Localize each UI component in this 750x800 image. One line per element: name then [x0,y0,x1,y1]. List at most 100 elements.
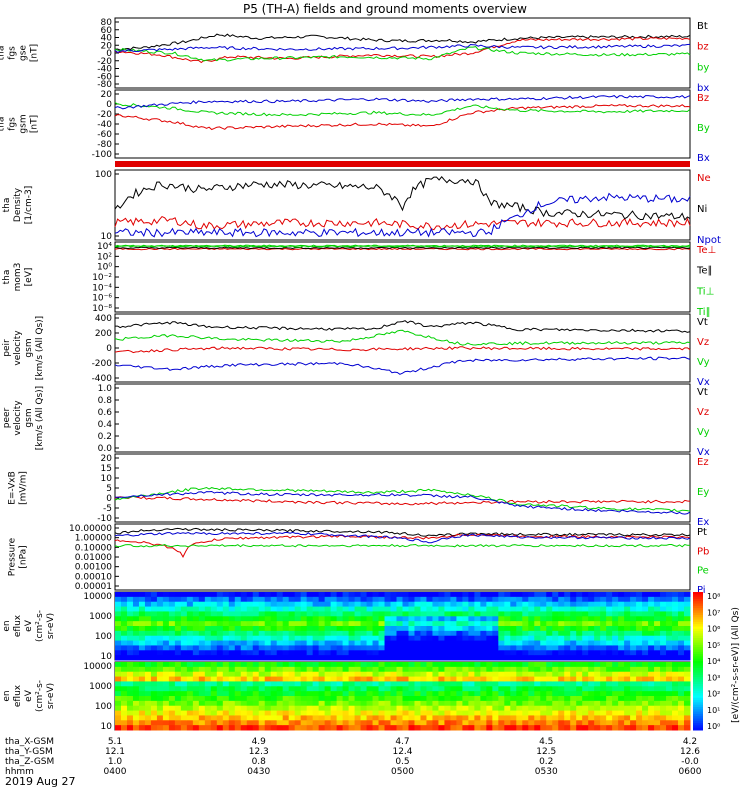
heatmap-cell [408,611,415,617]
heatmap-cell [228,686,236,692]
heatmap-cell [132,630,140,637]
legend-entry: by [697,62,709,73]
heatmap-cell [294,666,302,673]
heatmap-cell [432,686,439,692]
heatmap-cell [156,691,164,697]
heatmap-cell [132,705,140,712]
heatmap-cell [642,601,649,608]
heatmap-cell [324,645,332,651]
colorbar-tick-label: 10⁶ [707,625,720,634]
heatmap-cell [276,592,284,598]
heatmap-cell [456,645,463,651]
heatmap-cell [474,666,481,673]
heatmap-cell [582,640,589,646]
heatmap-cell [678,700,685,707]
colorbar-cell [693,709,703,713]
heatmap-cell [474,592,481,598]
heatmap-cell [624,640,631,646]
heatmap-cell [444,725,451,731]
heatmap-cell [438,616,445,622]
heatmap-cell [234,681,242,687]
heatmap-cell [144,720,152,726]
heatmap-cell [216,666,224,673]
heatmap-cell [480,592,487,598]
panel-8: Pressure [nPa]10.000001.000000.100000.010… [8,523,691,592]
heatmap-cell [408,640,415,646]
heatmap-cell [480,645,487,651]
heatmap-cell [204,655,212,661]
heatmap-cell [138,662,146,668]
heatmap-cell [156,696,164,702]
heatmap-cell [528,671,535,678]
heatmap-cell [276,662,284,668]
y-axis-label: thapeirvelocitygsm[km/s (All Qs)] [0,316,45,380]
heatmap-cell [510,676,517,682]
heatmap-cell [546,635,553,642]
heatmap-cell [252,681,260,687]
colorbar-cell [693,624,703,627]
heatmap-cell [528,655,535,661]
heatmap-cell [246,720,254,726]
heatmap-cell [582,676,589,682]
heatmap-cell [462,671,469,678]
heatmap-cell [186,645,194,651]
heatmap-cell [444,686,451,692]
heatmap-cell [570,705,577,712]
heatmap-cell [498,630,505,637]
heatmap-cell [528,621,535,627]
heatmap-cell [402,640,409,646]
y-tick-label: 20 [101,41,113,51]
heatmap-cell [648,676,655,682]
heatmap-cell [180,601,188,608]
heatmap-cell [198,626,206,632]
heatmap-cell [534,630,541,637]
heatmap-cell [115,650,122,656]
colorbar-cell [693,716,703,719]
heatmap-cell [402,720,409,726]
heatmap-cell [552,671,559,678]
heatmap-cell [534,715,541,721]
heatmap-cell [276,681,284,687]
y-label-line: [km/s (All Qs)] [35,316,45,380]
y-tick-label: 400 [95,314,112,324]
heatmap-cell [354,650,362,656]
legend-entry: Ti⊥ [696,286,714,297]
heatmap-cell [318,710,326,716]
heatmap-cell [354,611,362,617]
heatmap-cell [684,681,691,687]
heatmap-cell [438,596,445,603]
heatmap-cell [498,691,505,697]
heatmap-cell [210,676,218,682]
heatmap-cell [138,626,146,632]
heatmap-cell [618,696,625,702]
heatmap-cell [288,696,296,702]
heatmap-cell [606,596,613,603]
heatmap-cell [678,621,685,627]
heatmap-cell [426,725,433,731]
heatmap-cell [684,666,691,673]
heatmap-cell [366,630,374,637]
heatmap-cell [252,640,260,646]
heatmap-cell [438,592,445,598]
heatmap-cell [115,606,122,612]
heatmap-cell [606,671,613,678]
heatmap-cell [510,686,517,692]
heatmap-cell [336,626,344,632]
heatmap-cell [222,655,230,661]
heatmap-cell [192,606,200,612]
heatmap-cell [498,621,505,627]
heatmap-cell [276,616,284,622]
x-tick-label: 0530 [535,767,558,777]
heatmap-cell [222,601,230,608]
heatmap-cell [162,666,170,673]
heatmap-cell [546,601,553,608]
heatmap-cell [558,710,565,716]
heatmap-cell [624,630,631,637]
heatmap-cell [300,626,308,632]
heatmap-cell [624,691,631,697]
heatmap-cell [540,676,547,682]
heatmap-cell [186,662,194,668]
heatmap-cell [492,630,499,637]
heatmap-cell [204,666,212,673]
heatmap-cell [462,710,469,716]
